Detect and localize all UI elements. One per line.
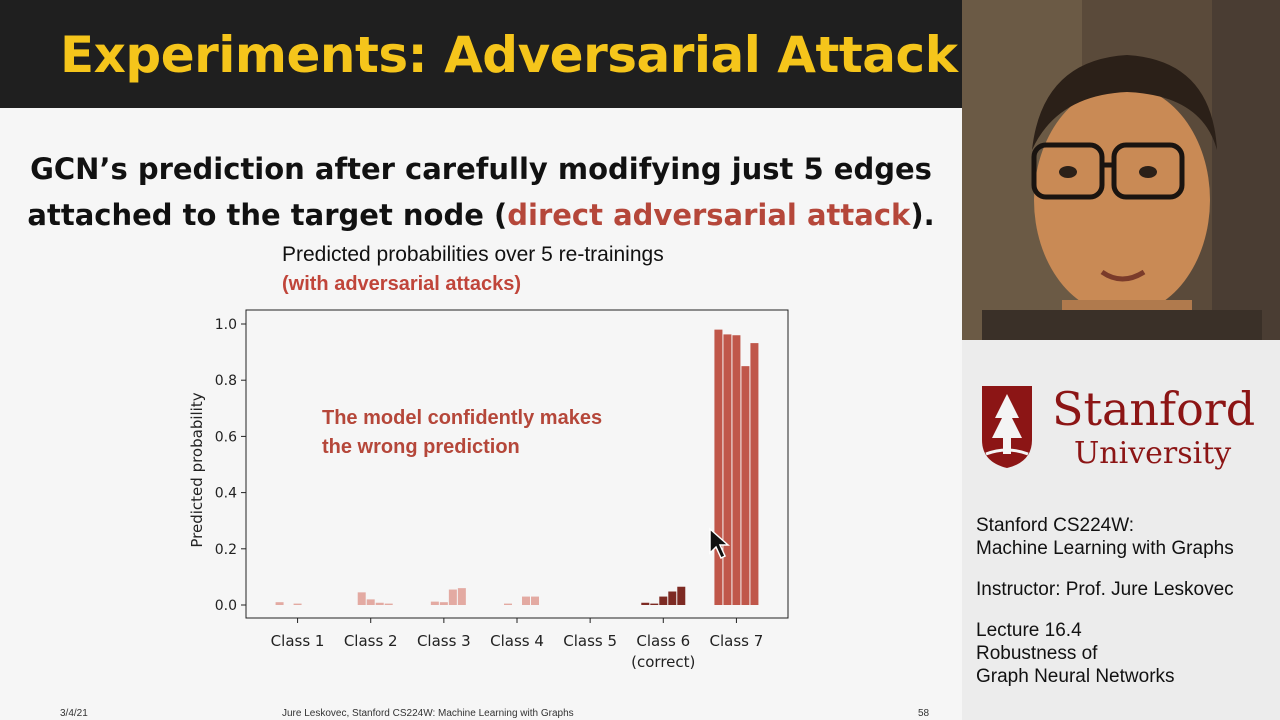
y-tick-label: 0.0 (215, 598, 237, 614)
x-tick-label: Class 4 (490, 632, 544, 650)
bar (750, 343, 759, 605)
y-tick-label: 0.6 (215, 429, 237, 445)
stanford-logo-icon (982, 386, 1032, 468)
heading-accent: direct adversarial attack (507, 198, 911, 232)
course-title: Stanford CS224W: Machine Learning with G… (976, 514, 1234, 560)
lecture-number: Lecture 16.4 (976, 620, 1082, 641)
bar (677, 586, 686, 605)
mouse-cursor-icon (709, 527, 730, 560)
x-tick-label: Class 2 (344, 632, 398, 650)
lecture-info: Lecture 16.4 Robustness of Graph Neural … (976, 619, 1175, 688)
bar (293, 603, 302, 605)
title-bar: Experiments: Adversarial Attack (0, 0, 962, 108)
instructor-label: Instructor: Prof. Jure Leskovec (976, 579, 1234, 600)
bar (384, 603, 393, 605)
x-tick-label: Class 6 (636, 632, 690, 650)
bar (732, 335, 741, 605)
bar (375, 602, 384, 605)
course-line-2: Machine Learning with Graphs (976, 538, 1234, 559)
y-axis-label: Predicted probability (188, 392, 206, 547)
x-tick-sublabel: (correct) (631, 653, 695, 671)
annotation-line-1: The model confidently makes (322, 407, 602, 429)
heading-line-2-post: ). (910, 198, 935, 232)
annotation-line-2: the wrong prediction (322, 436, 520, 458)
university-wordmark: University (1074, 436, 1232, 471)
bar (439, 602, 448, 605)
bar (357, 592, 366, 605)
bar (531, 596, 539, 605)
plot-frame (245, 309, 789, 619)
bar (275, 602, 284, 605)
bar (504, 603, 512, 605)
footer-date: 3/4/21 (60, 708, 88, 719)
heading-line-2-pre: attached to the target node ( (27, 198, 508, 232)
chart-title: Predicted probabilities over 5 re-traini… (282, 243, 664, 266)
x-tick-label: Class 1 (271, 632, 325, 650)
bar (366, 599, 375, 605)
y-tick-label: 0.8 (215, 373, 237, 389)
slide-title: Experiments: Adversarial Attack (60, 26, 958, 84)
slide: Experiments: Adversarial Attack GCN’s pr… (0, 0, 962, 720)
y-tick-label: 0.2 (215, 542, 237, 558)
footer-page: 58 (918, 708, 930, 719)
chart-subtitle: (with adversarial attacks) (282, 273, 521, 295)
instructor-video (962, 0, 1280, 340)
x-tick-label: Class 3 (417, 632, 471, 650)
stanford-wordmark: Stanford (1052, 382, 1256, 436)
bar-chart: 0.0 0.2 0.4 0.6 0.8 1.0 Class 1 Class 2 Class 3… (188, 309, 789, 671)
bar (522, 596, 530, 605)
bar (457, 588, 466, 605)
bar (741, 366, 750, 605)
bar (723, 334, 732, 605)
x-tick-label: Class 5 (563, 632, 617, 650)
heading-line-2: attached to the target node (direct adve… (0, 198, 962, 232)
bar (659, 596, 668, 605)
course-line-1: Stanford CS224W: (976, 515, 1135, 536)
bar (430, 601, 439, 605)
heading-line-1: GCN’s prediction after carefully modifyi… (30, 152, 932, 186)
footer-center: Jure Leskovec, Stanford CS224W: Machine … (282, 708, 574, 719)
bar (714, 329, 723, 605)
bar (448, 589, 457, 605)
bar (650, 603, 659, 605)
lecture-title-2: Graph Neural Networks (976, 666, 1175, 687)
x-tick-label: Class 7 (710, 632, 764, 650)
bar (641, 602, 650, 605)
y-tick-label: 0.4 (215, 486, 237, 502)
y-tick-label: 1.0 (215, 317, 237, 333)
lecture-title-1: Robustness of (976, 643, 1098, 664)
bar (668, 591, 677, 605)
